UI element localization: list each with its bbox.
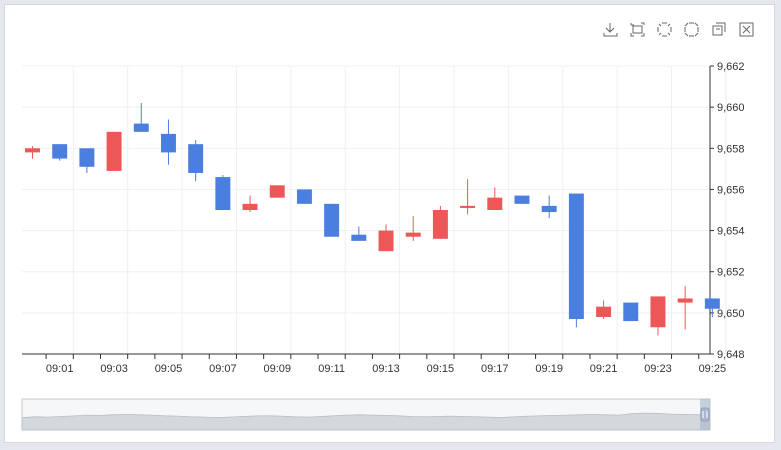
x-tick-label: 09:13 <box>372 363 400 375</box>
candle[interactable] <box>324 203 340 237</box>
candle[interactable] <box>405 216 421 241</box>
x-tick-label: 09:15 <box>427 363 455 375</box>
candle[interactable] <box>79 148 95 173</box>
x-tick-label: 09:19 <box>535 363 563 375</box>
x-tick-label: 09:05 <box>155 363 183 375</box>
candle-body <box>269 185 285 198</box>
candle-body <box>677 298 693 303</box>
candle-body <box>568 193 584 320</box>
candle[interactable] <box>133 103 149 132</box>
candle[interactable] <box>188 140 204 182</box>
candle-body <box>432 210 448 239</box>
candle[interactable] <box>25 146 40 159</box>
candle[interactable] <box>487 187 503 210</box>
y-tick-label: 9,650 <box>717 308 745 320</box>
y-tick-label: 9,654 <box>717 226 745 238</box>
grid-lines <box>22 65 727 354</box>
candle-body <box>378 230 394 252</box>
candle[interactable] <box>677 286 693 330</box>
slider-data-shadow <box>21 412 711 431</box>
candle[interactable] <box>52 144 68 161</box>
candle-body <box>487 197 503 210</box>
zoom-slider[interactable] <box>21 398 711 431</box>
x-tick-label: 09:25 <box>699 363 727 375</box>
candle-body <box>351 234 367 241</box>
y-tick-label: 9,660 <box>717 102 745 114</box>
candle-body <box>188 144 204 173</box>
candle[interactable] <box>623 302 639 322</box>
candle[interactable] <box>541 195 557 219</box>
restore-icon[interactable] <box>712 22 726 36</box>
candle[interactable] <box>460 179 476 215</box>
candle-body <box>650 296 666 328</box>
y-tick-label: 9,658 <box>717 143 745 155</box>
candle-body <box>25 148 40 153</box>
candle-body <box>704 298 720 309</box>
candles <box>25 103 720 336</box>
candle-body <box>242 203 258 210</box>
candle-body <box>52 144 68 159</box>
candle-body <box>623 302 639 322</box>
candle[interactable] <box>242 195 258 213</box>
candle[interactable] <box>650 296 666 336</box>
candle[interactable] <box>215 175 231 210</box>
candle[interactable] <box>596 300 612 320</box>
x-tick-label: 09:03 <box>100 363 128 375</box>
candle[interactable] <box>514 195 530 204</box>
candle-body <box>514 195 530 204</box>
candle[interactable] <box>296 189 312 204</box>
download-icon[interactable] <box>603 23 618 37</box>
candle[interactable] <box>269 185 285 198</box>
zoom-out-icon[interactable] <box>684 22 699 37</box>
zoom-select-icon[interactable] <box>630 22 645 37</box>
x-tick-label: 09:07 <box>209 363 237 375</box>
candle[interactable] <box>568 193 584 328</box>
y-tick-label: 9,652 <box>717 267 745 279</box>
candle-body <box>296 189 312 204</box>
y-tick-label: 9,656 <box>717 184 745 196</box>
toolbox <box>603 22 754 37</box>
candle-body <box>215 177 231 210</box>
chart-container: 9,648 9,650 9,652 9,654 9,656 9,658 9,660 9,662… <box>4 4 775 443</box>
candlestick-chart: 9,648 9,650 9,652 9,654 9,656 9,658 9,660 9,662… <box>21 22 754 431</box>
candle-body <box>324 203 340 237</box>
slider-grip <box>700 407 710 422</box>
candle[interactable] <box>378 224 394 252</box>
y-tick-label: 9,648 <box>717 349 745 361</box>
candle-body <box>541 205 557 213</box>
x-tick-label: 09:23 <box>644 363 672 375</box>
candle-body <box>405 232 421 237</box>
candle[interactable] <box>106 131 122 171</box>
x-tick-label: 09:17 <box>481 363 509 375</box>
axes: 9,648 9,650 9,652 9,654 9,656 9,658 9,660 9,662… <box>22 61 745 375</box>
x-tick-label: 09:01 <box>46 363 74 375</box>
candle-body <box>106 131 122 171</box>
candle-body <box>160 133 176 153</box>
candle[interactable] <box>351 226 367 241</box>
clear-icon[interactable] <box>739 22 754 37</box>
candle[interactable] <box>704 298 720 317</box>
x-tick-label: 09:11 <box>318 363 345 375</box>
candle-body <box>133 123 149 132</box>
candle-body <box>596 306 612 317</box>
candle[interactable] <box>432 205 448 239</box>
zoom-in-icon[interactable] <box>657 22 672 37</box>
y-tick-label: 9,662 <box>717 61 745 73</box>
candle[interactable] <box>160 119 176 165</box>
x-tick-label: 09:09 <box>263 363 291 375</box>
x-tick-label: 09:21 <box>590 363 618 375</box>
candle-body <box>79 148 95 167</box>
candle-body <box>460 205 476 208</box>
slider-handle-right[interactable] <box>700 399 710 430</box>
